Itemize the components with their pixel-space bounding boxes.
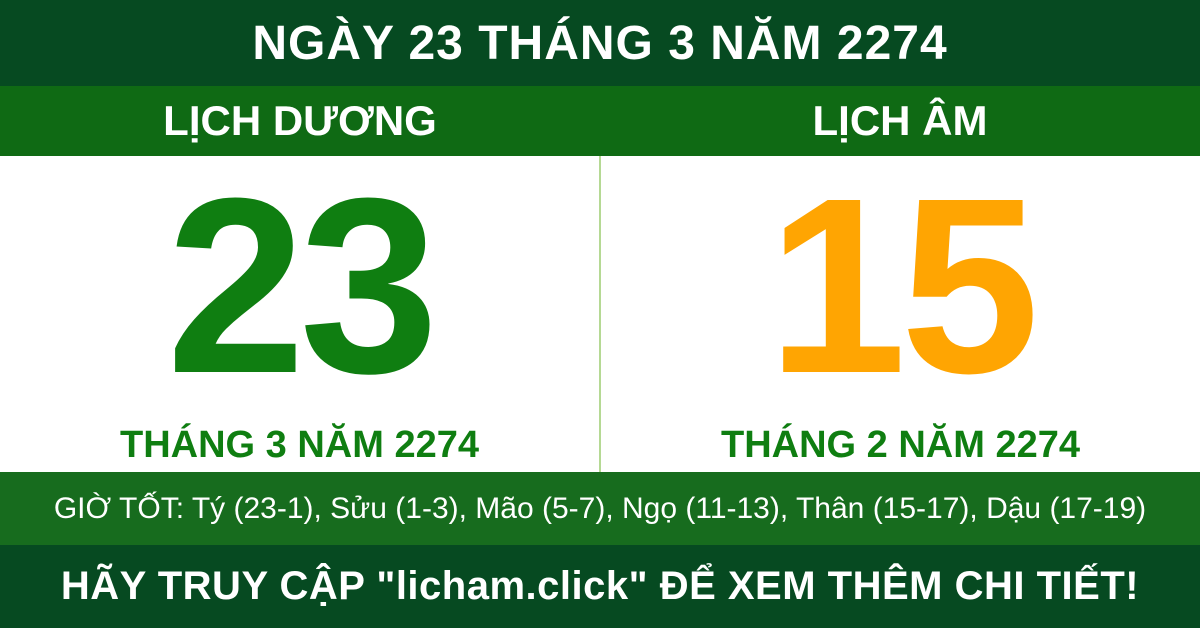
good-hours-strip: GIỜ TỐT: Tý (23-1), Sửu (1-3), Mão (5-7)… [0, 472, 1200, 545]
lunar-month-year: THÁNG 2 NĂM 2274 [721, 424, 1080, 466]
lunar-date-panel: 15 THÁNG 2 NĂM 2274 [601, 156, 1200, 472]
footer-banner: HÃY TRUY CẬP "licham.click" ĐỂ XEM THÊM … [0, 545, 1200, 628]
solar-calendar-label: LỊCH DƯƠNG [163, 97, 437, 144]
solar-date-panel: 23 THÁNG 3 NĂM 2274 [0, 156, 599, 472]
lunar-day-number: 15 [767, 146, 1039, 425]
good-hours-text: GIỜ TỐT: Tý (23-1), Sửu (1-3), Mão (5-7)… [53, 491, 1147, 525]
page-title: NGÀY 23 THÁNG 3 NĂM 2274 [252, 16, 948, 70]
lunar-calendar-header: LỊCH ÂM [600, 86, 1200, 156]
solar-month-year: THÁNG 3 NĂM 2274 [120, 424, 479, 466]
column-divider [599, 156, 601, 472]
date-header: NGÀY 23 THÁNG 3 NĂM 2274 [0, 0, 1200, 86]
calendar-dates-area: 23 THÁNG 3 NĂM 2274 15 THÁNG 2 NĂM 2274 [0, 156, 1200, 472]
lunar-calendar-label: LỊCH ÂM [812, 97, 988, 144]
solar-day-number: 23 [166, 146, 438, 425]
solar-calendar-header: LỊCH DƯƠNG [0, 86, 600, 156]
calendar-type-row: LỊCH DƯƠNG LỊCH ÂM [0, 86, 1200, 156]
footer-cta-text: HÃY TRUY CẬP "licham.click" ĐỂ XEM THÊM … [60, 564, 1140, 608]
